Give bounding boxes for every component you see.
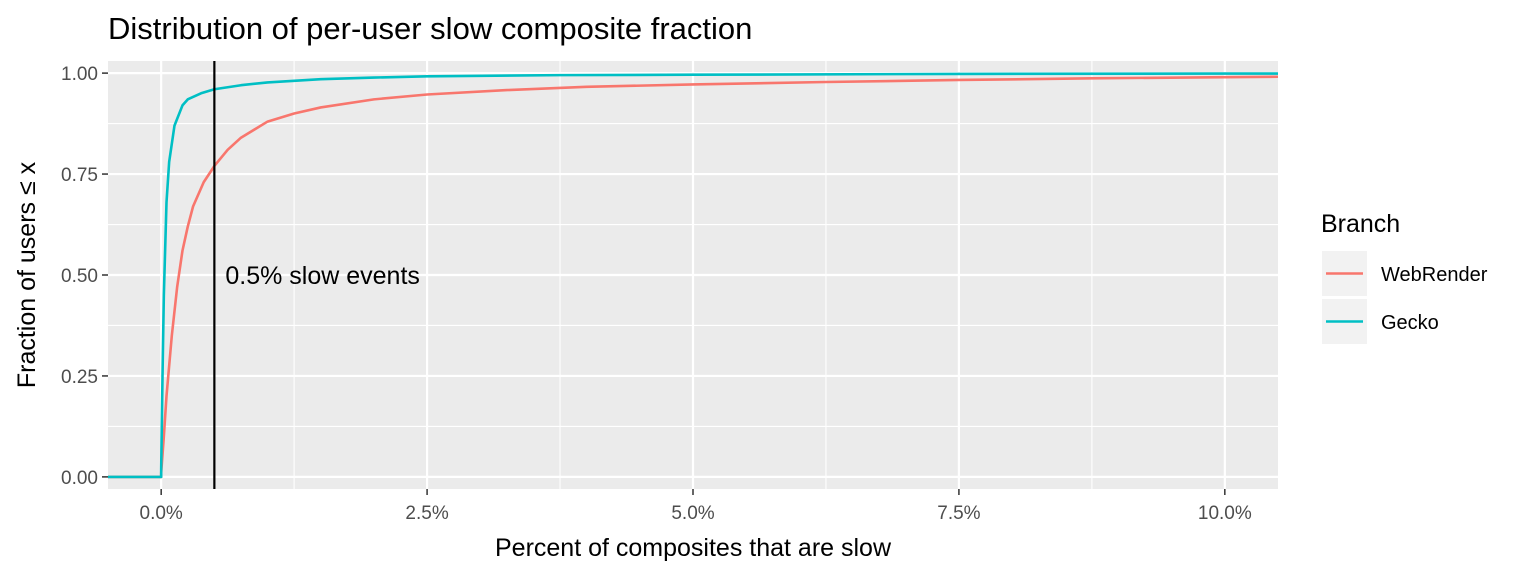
grid-major: [108, 61, 1278, 489]
x-tick-label: 10.0%: [1198, 503, 1252, 524]
annotation-layer: 0.5% slow events: [213, 61, 420, 489]
y-tick-label: 0.00: [61, 468, 98, 489]
x-tick-label: 0.0%: [140, 503, 183, 524]
x-axis-title: Percent of composites that are slow: [495, 534, 892, 562]
chart-title: Distribution of per-user slow composite …: [108, 11, 752, 46]
x-tick-label: 5.0%: [671, 503, 714, 524]
legend: Branch WebRender Gecko: [1321, 210, 1488, 344]
y-axis-title: Fraction of users ≤ x: [13, 161, 41, 388]
x-axis: 0.0% 2.5% 5.0% 7.5% 10.0%: [140, 489, 1252, 524]
series-line-webrender: [108, 75, 1279, 479]
legend-title: Branch: [1321, 210, 1400, 238]
legend-item-gecko: Gecko: [1322, 299, 1439, 344]
series-layer: [108, 72, 1279, 479]
legend-label: WebRender: [1381, 264, 1488, 286]
legend-item-webrender: WebRender: [1322, 251, 1488, 296]
threshold-label: 0.5% slow events: [225, 262, 420, 290]
y-tick-label: 0.50: [61, 266, 98, 287]
y-tick-label: 0.25: [61, 367, 98, 388]
y-axis: 0.00 0.25 0.50 0.75 1.00: [61, 64, 108, 489]
series-line-gecko: [108, 72, 1278, 479]
legend-label: Gecko: [1381, 312, 1439, 334]
x-tick-label: 7.5%: [937, 503, 980, 524]
y-tick-label: 1.00: [61, 64, 98, 85]
x-tick-label: 2.5%: [405, 503, 448, 524]
y-tick-label: 0.75: [61, 165, 98, 186]
